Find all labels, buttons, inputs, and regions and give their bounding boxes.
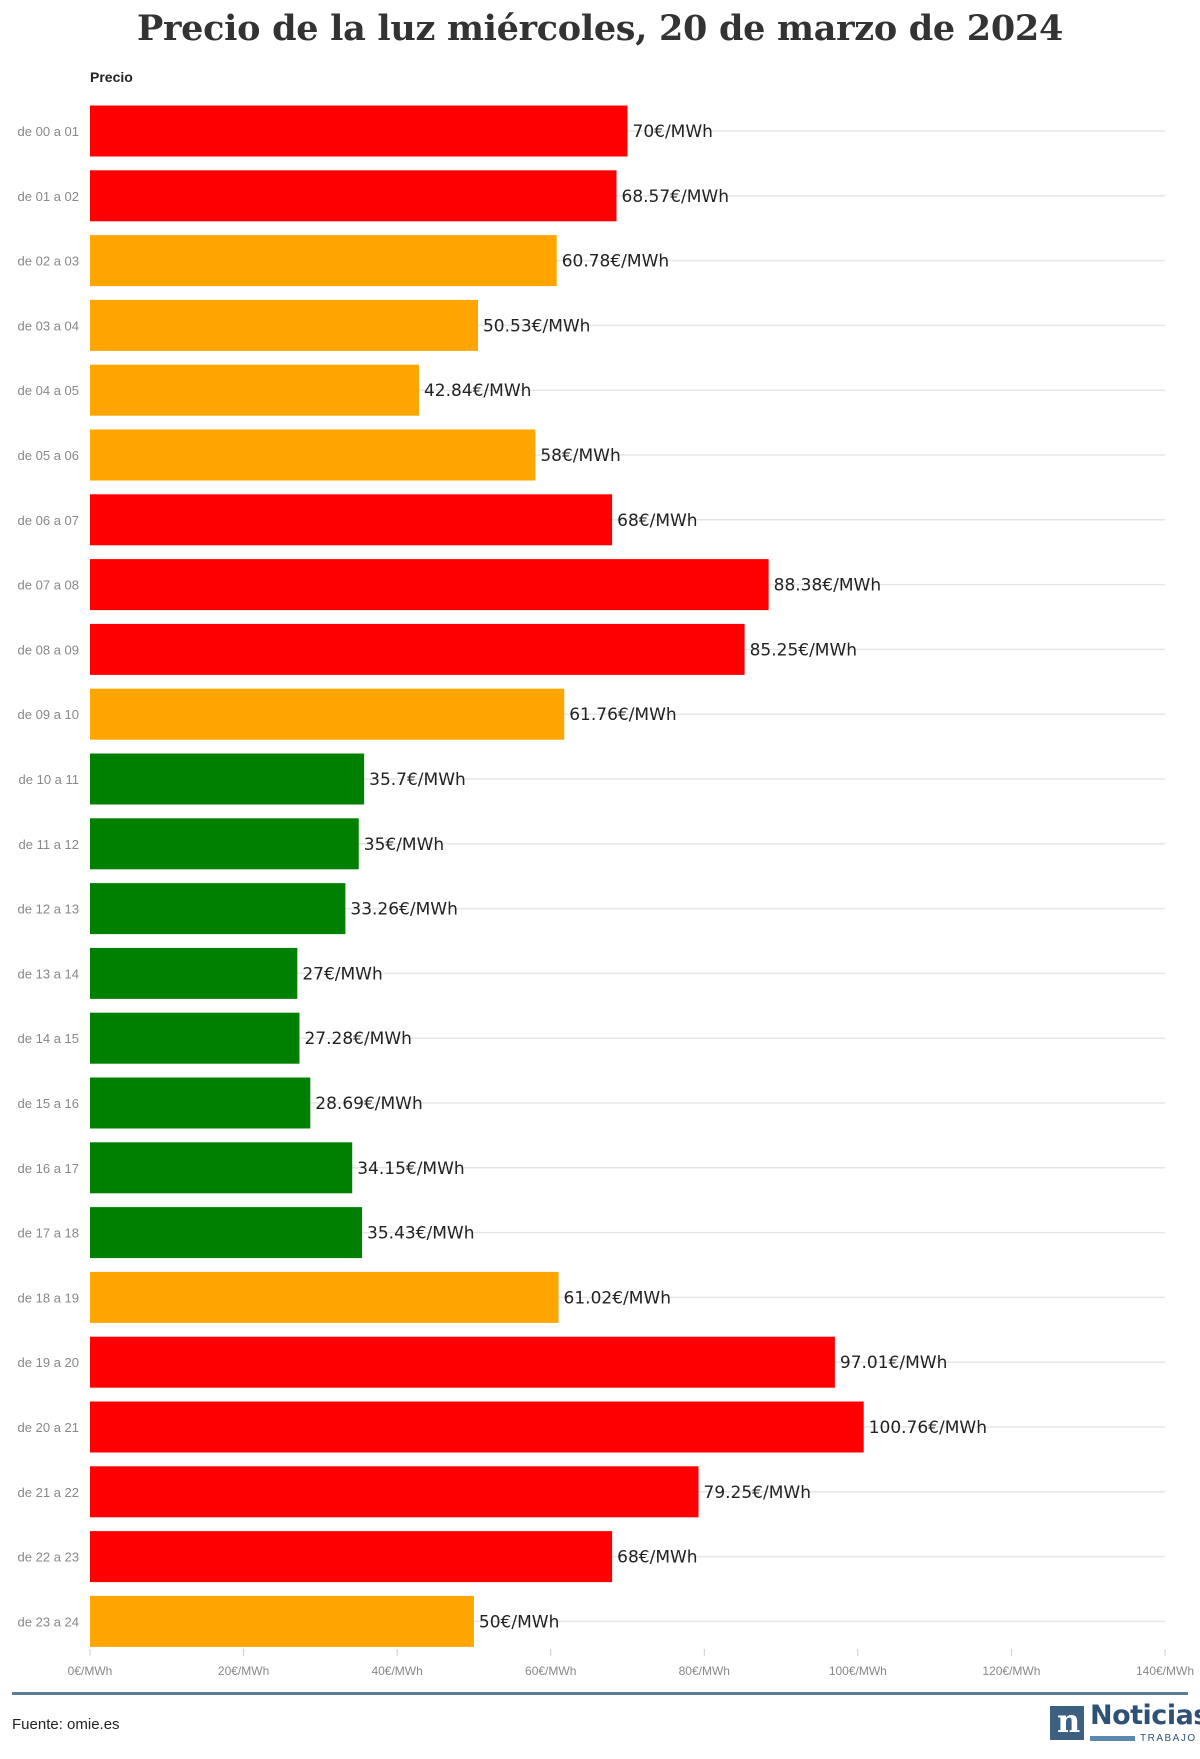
data-label: 58€/MWh <box>540 446 620 466</box>
chart-title: Precio de la luz miércoles, 20 de marzo … <box>137 8 1063 49</box>
logo-underline <box>1090 1736 1135 1741</box>
category-label: de 18 a 19 <box>18 1290 79 1305</box>
data-label: 79.25€/MWh <box>704 1483 811 1503</box>
bar <box>90 1531 613 1583</box>
logo-mark-letter: n <box>1057 1702 1081 1740</box>
x-tick-label: 100€/MWh <box>829 1664 887 1678</box>
category-label: de 11 a 12 <box>19 837 79 852</box>
bar <box>90 1466 699 1518</box>
x-tick-label: 20€/MWh <box>218 1664 269 1678</box>
category-label: de 04 a 05 <box>18 383 79 398</box>
data-label: 33.26€/MWh <box>350 900 457 920</box>
logo-wordmark: Noticias <box>1090 1700 1200 1731</box>
bar <box>90 753 365 805</box>
series-label: Precio <box>90 69 133 85</box>
bar <box>90 559 769 611</box>
bar <box>90 623 745 675</box>
category-label: de 20 a 21 <box>18 1420 79 1435</box>
data-label: 68€/MWh <box>617 1548 697 1568</box>
category-label: de 06 a 07 <box>18 513 79 528</box>
bar <box>90 883 346 935</box>
data-label: 50.53€/MWh <box>483 316 590 336</box>
bar <box>90 235 557 287</box>
category-label: de 09 a 10 <box>18 707 79 722</box>
category-label: de 05 a 06 <box>18 448 79 463</box>
category-label: de 16 a 17 <box>18 1161 79 1176</box>
data-label: 100.76€/MWh <box>869 1418 987 1438</box>
bar <box>90 1207 363 1259</box>
category-label: de 22 a 23 <box>18 1550 79 1565</box>
data-label: 28.69€/MWh <box>315 1094 422 1114</box>
category-label: de 01 a 02 <box>18 189 79 204</box>
noticias-trabajo-logo[interactable]: n Noticias TRABAJO <box>1050 1700 1200 1748</box>
bar <box>90 1077 311 1129</box>
category-label: de 13 a 14 <box>18 966 79 981</box>
bar <box>90 947 298 999</box>
bar <box>90 364 419 416</box>
bar <box>90 1401 864 1453</box>
bar <box>90 494 613 546</box>
x-tick-label: 140€/MWh <box>1136 1664 1194 1678</box>
x-tick-label: 80€/MWh <box>679 1664 730 1678</box>
bar <box>90 1595 474 1647</box>
category-label: de 03 a 04 <box>18 318 79 333</box>
bar <box>90 1271 559 1323</box>
bar <box>90 1142 353 1194</box>
bar <box>90 299 478 351</box>
category-label: de 15 a 16 <box>18 1096 79 1111</box>
data-label: 68.57€/MWh <box>622 187 729 207</box>
category-label: de 08 a 09 <box>18 642 79 657</box>
category-label: de 12 a 13 <box>18 902 79 917</box>
category-label: de 19 a 20 <box>18 1355 79 1370</box>
footer-divider <box>12 1692 1188 1695</box>
category-label: de 17 a 18 <box>18 1226 79 1241</box>
data-label: 68€/MWh <box>617 511 697 531</box>
category-label: de 02 a 03 <box>18 254 79 269</box>
source-note: Fuente: omie.es <box>12 1716 120 1733</box>
x-tick-label: 40€/MWh <box>371 1664 422 1678</box>
category-label: de 21 a 22 <box>18 1485 79 1500</box>
data-label: 34.15€/MWh <box>357 1159 464 1179</box>
bar <box>90 1012 300 1064</box>
data-label: 35.43€/MWh <box>367 1224 474 1244</box>
category-label: de 00 a 01 <box>18 124 79 139</box>
x-tick-label: 60€/MWh <box>525 1664 576 1678</box>
category-label: de 23 a 24 <box>18 1614 79 1629</box>
data-label: 35€/MWh <box>364 835 444 855</box>
data-label: 27€/MWh <box>302 964 382 984</box>
bar <box>90 688 565 740</box>
logo-subtitle: TRABAJO <box>1140 1733 1197 1744</box>
bar <box>90 818 359 870</box>
category-label: de 07 a 08 <box>18 578 79 593</box>
data-label: 85.25€/MWh <box>750 640 857 660</box>
data-label: 61.02€/MWh <box>564 1288 671 1308</box>
logo-mark-icon: n <box>1050 1702 1084 1740</box>
data-label: 70€/MWh <box>633 122 713 142</box>
data-label: 50€/MWh <box>479 1612 559 1632</box>
category-label: de 14 a 15 <box>18 1031 79 1046</box>
data-label: 88.38€/MWh <box>774 576 881 596</box>
data-label: 61.76€/MWh <box>569 705 676 725</box>
bar <box>90 170 617 222</box>
x-tick-label: 0€/MWh <box>68 1664 113 1678</box>
bar-chart: de 00 a 01 70€/MWh de 01 a 02 68.57€/MWh de … <box>18 105 1194 1678</box>
x-tick-label: 120€/MWh <box>982 1664 1040 1678</box>
bar <box>90 1336 835 1388</box>
data-label: 97.01€/MWh <box>840 1353 947 1373</box>
data-label: 35.7€/MWh <box>369 770 466 790</box>
data-label: 42.84€/MWh <box>424 381 531 401</box>
data-label: 60.78€/MWh <box>562 252 669 272</box>
bar <box>90 105 628 157</box>
data-label: 27.28€/MWh <box>304 1029 411 1049</box>
bar <box>90 429 536 481</box>
category-label: de 10 a 11 <box>19 772 79 787</box>
